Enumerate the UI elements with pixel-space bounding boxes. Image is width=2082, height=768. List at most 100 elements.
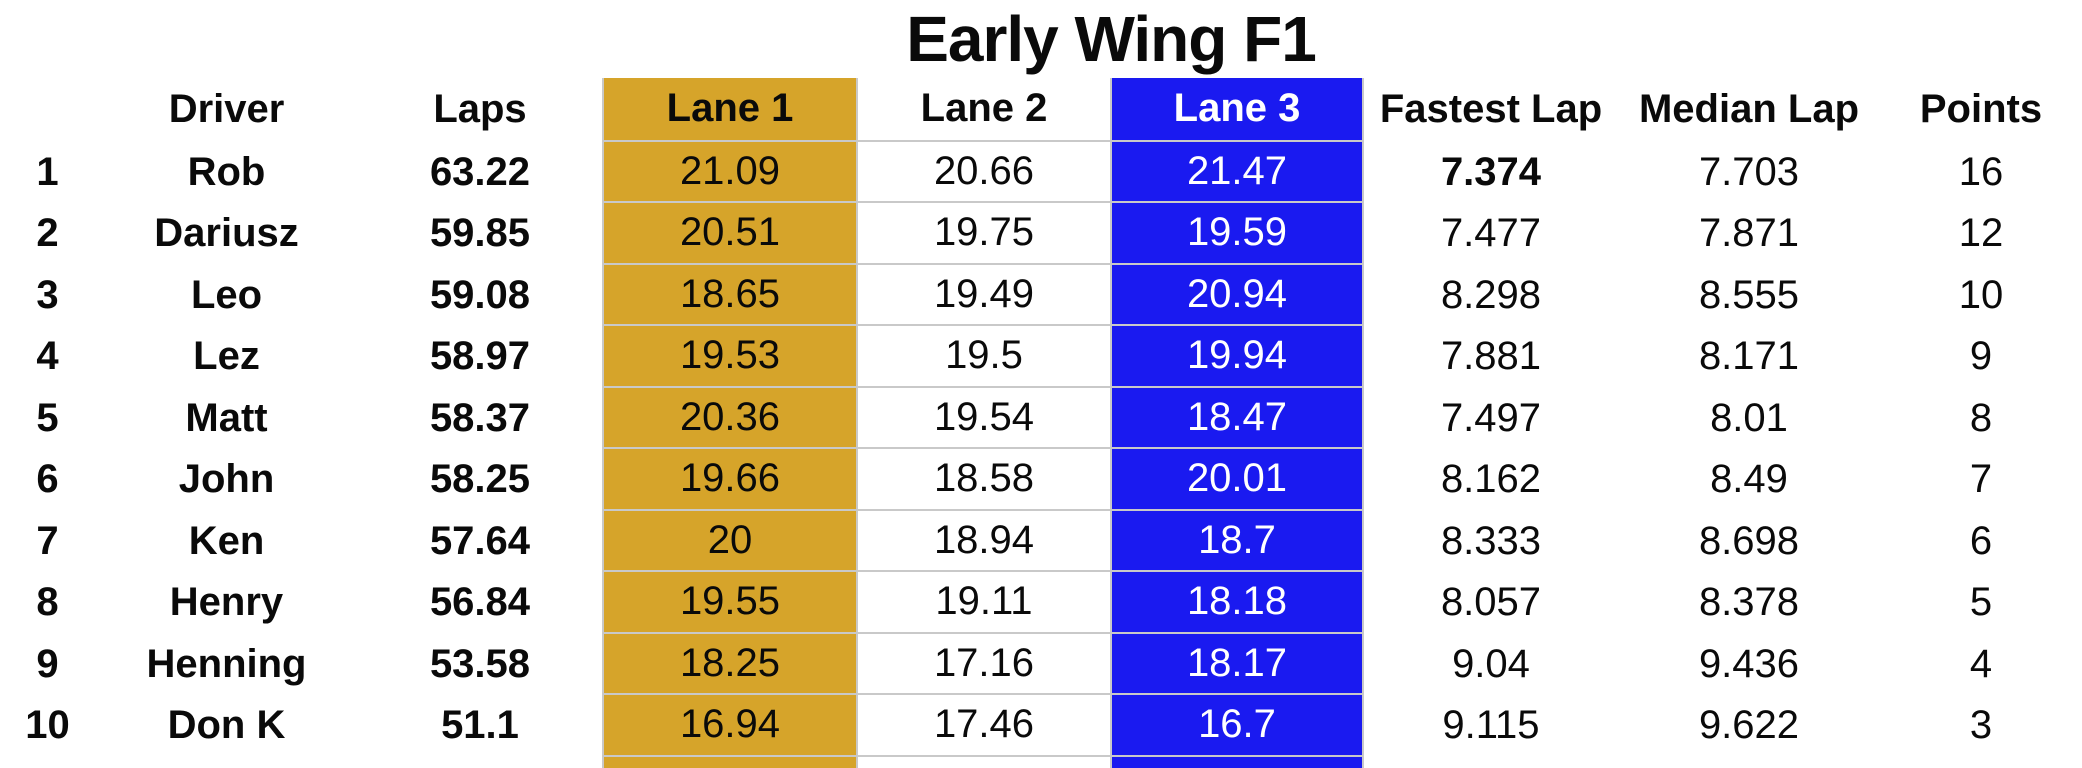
table-row: 10 Don K 51.1 16.94 17.46 16.7 9.115 9.622 3 (0, 695, 2082, 757)
table-row: 7 Ken 57.64 20 18.94 18.7 8.333 8.698 6 (0, 510, 2082, 573)
table-row: 3 Leo 59.08 18.65 19.49 20.94 8.298 8.555 10 (0, 264, 2082, 327)
cell-laps: 57.64 (429, 518, 531, 563)
cell-fastest: 9.115 (1442, 703, 1540, 748)
table-row: 4 Lez 58.97 19.53 19.5 19.94 7.881 8.171 9 (0, 326, 2082, 388)
header-driver: Driver (168, 87, 285, 132)
cell-driver: Rob (187, 149, 266, 194)
cell-laps: 58.97 (429, 334, 531, 379)
filler-cell-lane3 (1110, 756, 1364, 768)
cell-driver: Matt (185, 395, 268, 440)
cell-lane3: 16.7 (1110, 695, 1364, 757)
cell-lane2: 19.11 (856, 572, 1110, 634)
filler-cell (1880, 757, 2082, 768)
cell-lane2: 19.49 (856, 264, 1110, 327)
header-laps: Laps (433, 87, 527, 132)
cell-lane3: 21.47 (1110, 141, 1364, 204)
cell-rank: 6 (36, 457, 59, 502)
cell-lane3: 18.17 (1110, 633, 1364, 696)
cell-driver: Don K (167, 703, 286, 748)
header-lane-2: Lane 2 (856, 77, 1110, 142)
header-fastest-lap: Fastest Lap (1379, 87, 1603, 132)
cell-lane2: 17.16 (856, 633, 1110, 696)
cell-lane3: 19.94 (1110, 326, 1364, 388)
cell-median: 8.555 (1698, 272, 1800, 317)
cell-lane3: 20.01 (1110, 449, 1364, 511)
cell-fastest: 7.497 (1440, 395, 1542, 440)
cell-laps: 59.85 (429, 211, 531, 256)
cell-points: 4 (1969, 641, 1993, 686)
cell-driver: Lez (193, 334, 260, 379)
cell-driver: Leo (190, 272, 263, 317)
cell-lane1: 20.51 (602, 203, 856, 265)
filler-cell-lane1 (602, 756, 856, 768)
cell-driver: Ken (188, 518, 265, 563)
cell-lane2: 18.58 (856, 449, 1110, 511)
cell-fastest: 8.162 (1440, 457, 1542, 502)
cell-median: 7.871 (1698, 211, 1800, 256)
table-row: 2 Dariusz 59.85 20.51 19.75 19.59 7.477 7.871 12 (0, 203, 2082, 265)
cell-rank: 3 (36, 272, 59, 317)
filler-cell (358, 757, 602, 768)
cell-fastest: 8.333 (1440, 518, 1542, 563)
cell-rank: 4 (36, 334, 59, 379)
header-median-lap: Median Lap (1638, 87, 1860, 132)
cell-points: 5 (1969, 580, 1993, 625)
cell-points: 12 (1958, 211, 2004, 256)
cell-points: 6 (1969, 518, 1993, 563)
cell-driver: John (178, 457, 275, 502)
cell-rank: 1 (36, 149, 59, 194)
cell-median: 7.703 (1698, 149, 1800, 194)
page-title: Early Wing F1 (906, 2, 1317, 75)
cell-rank: 10 (25, 703, 70, 748)
cell-fastest: 9.04 (1452, 641, 1530, 686)
cell-laps: 63.22 (429, 149, 531, 194)
cell-lane3: 18.18 (1110, 572, 1364, 634)
cell-laps: 53.58 (429, 641, 531, 686)
table-row: 9 Henning 53.58 18.25 17.16 18.17 9.04 9.436 4 (0, 633, 2082, 696)
cell-points: 16 (1958, 149, 2004, 194)
filler-cell (95, 757, 358, 768)
header-points: Points (1919, 87, 2043, 132)
filler-cell (1364, 757, 1618, 768)
cell-lane1: 16.94 (602, 695, 856, 757)
cell-lane1: 19.66 (602, 449, 856, 511)
cell-laps: 58.25 (429, 457, 531, 502)
cell-points: 9 (1969, 334, 1993, 379)
cell-rank: 2 (36, 211, 59, 256)
cell-lane3: 19.59 (1110, 203, 1364, 265)
table-row: 8 Henry 56.84 19.55 19.11 18.18 8.057 8.378 5 (0, 572, 2082, 634)
cell-median: 9.622 (1698, 703, 1800, 748)
table-row: 6 John 58.25 19.66 18.58 20.01 8.162 8.49 7 (0, 449, 2082, 511)
cell-lane1: 19.53 (602, 326, 856, 388)
cell-points: 7 (1969, 457, 1993, 502)
cell-laps: 56.84 (429, 580, 531, 625)
filler-cell (0, 757, 95, 768)
cell-lane1: 18.65 (602, 264, 856, 327)
cell-lane2: 19.54 (856, 387, 1110, 450)
table-bottom-clipped-row (0, 756, 2082, 768)
table-header-row: Driver Laps Lane 1 Lane 2 Lane 3 Fastest… (0, 77, 2082, 142)
cell-lane2: 19.5 (856, 326, 1110, 388)
cell-rank: 5 (36, 395, 59, 440)
cell-driver: Henry (169, 580, 284, 625)
cell-lane3: 18.7 (1110, 510, 1364, 573)
cell-median: 8.698 (1698, 518, 1800, 563)
cell-lane3: 20.94 (1110, 264, 1364, 327)
cell-median: 8.01 (1710, 395, 1788, 440)
cell-rank: 8 (36, 580, 59, 625)
cell-laps: 51.1 (441, 703, 519, 748)
cell-median: 8.171 (1698, 334, 1800, 379)
cell-lane1: 19.55 (602, 572, 856, 634)
cell-rank: 9 (36, 641, 59, 686)
cell-lane2: 19.75 (856, 203, 1110, 265)
cell-lane3: 18.47 (1110, 387, 1364, 450)
cell-lane2: 18.94 (856, 510, 1110, 573)
cell-fastest: 7.477 (1440, 211, 1542, 256)
table-body: 1 Rob 63.22 21.09 20.66 21.47 7.374 7.703 16 2 Dar… (0, 141, 2082, 757)
cell-laps: 58.37 (429, 395, 531, 440)
cell-fastest: 8.057 (1440, 580, 1542, 625)
cell-median: 8.378 (1698, 580, 1800, 625)
cell-median: 9.436 (1698, 641, 1800, 686)
header-lane-1: Lane 1 (602, 77, 856, 142)
